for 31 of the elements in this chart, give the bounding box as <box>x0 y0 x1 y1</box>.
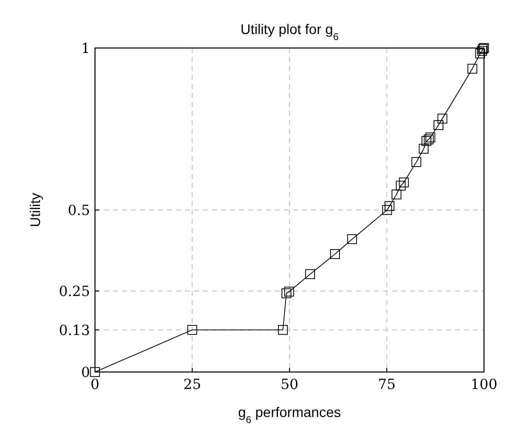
point <box>422 136 432 146</box>
y-tick-label: 0 <box>81 364 90 381</box>
point <box>434 120 444 130</box>
point <box>330 249 340 259</box>
point <box>418 144 429 154</box>
y-tick-label: 1 <box>81 40 90 57</box>
point <box>398 178 409 188</box>
y-tick-label: 0.5 <box>68 202 90 219</box>
point <box>396 180 406 191</box>
x-tick-label: 75 <box>378 377 396 393</box>
point <box>187 324 198 335</box>
y-tick-label: 0.13 <box>58 322 90 339</box>
point <box>281 288 292 298</box>
x-tick-label: 50 <box>280 377 298 393</box>
point <box>347 234 358 244</box>
point <box>305 269 316 280</box>
point <box>384 201 394 212</box>
x-tick-label: 25 <box>183 377 202 393</box>
point <box>278 324 288 335</box>
point <box>467 64 478 74</box>
y-tick-label: 0.25 <box>58 284 90 300</box>
x-axis-title: g$_{6}$ performances <box>238 404 341 426</box>
chart-title: Utility plot for g$_{6}$ <box>240 21 340 42</box>
point <box>392 190 402 200</box>
x-tick-label: 100 <box>470 377 498 393</box>
point <box>90 367 100 377</box>
point <box>411 157 422 167</box>
point <box>437 114 448 124</box>
point <box>382 205 392 215</box>
point <box>284 286 294 297</box>
y-axis-title: Utility <box>27 192 43 228</box>
